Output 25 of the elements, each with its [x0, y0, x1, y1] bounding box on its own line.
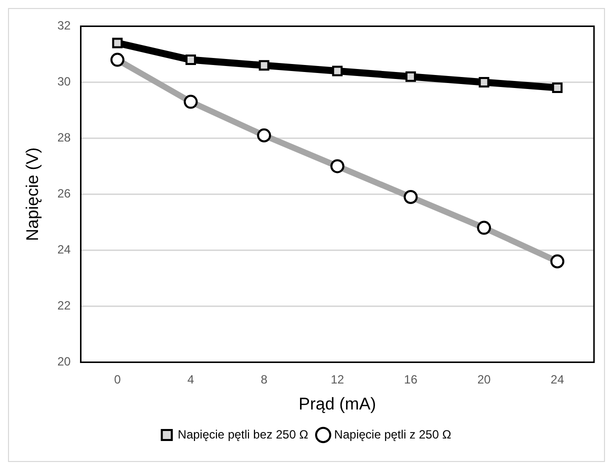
legend-label: Napięcie pętli z 250 Ω — [334, 427, 452, 442]
x-tick-label: 20 — [477, 372, 492, 387]
point — [112, 38, 123, 48]
point — [258, 60, 270, 71]
x-tick-label: 12 — [330, 372, 344, 387]
point — [405, 71, 416, 82]
x-tick-label: 24 — [550, 372, 564, 387]
x-tick-label: 8 — [260, 372, 268, 387]
legend-label: Napięcie pętli bez 250 Ω — [178, 427, 308, 442]
y-tick-label: 28 — [57, 130, 72, 145]
x-tick-label: 4 — [187, 372, 194, 387]
y-tick-label: 32 — [57, 18, 72, 33]
point — [332, 66, 343, 76]
y-tick-label: 26 — [57, 186, 72, 201]
y-axis-title: Napięcie (V) — [22, 147, 42, 241]
x-tick-label: 16 — [404, 372, 418, 387]
y-tick-label: 20 — [57, 354, 72, 369]
y-tick-label: 30 — [57, 74, 72, 89]
y-tick-label: 24 — [57, 242, 72, 257]
point — [552, 82, 563, 94]
y-tick-label: 22 — [57, 298, 72, 313]
point — [478, 76, 490, 88]
x-tick-label: 0 — [114, 372, 122, 387]
x-axis-title: Prąd (mA) — [298, 394, 376, 414]
point — [185, 54, 196, 66]
